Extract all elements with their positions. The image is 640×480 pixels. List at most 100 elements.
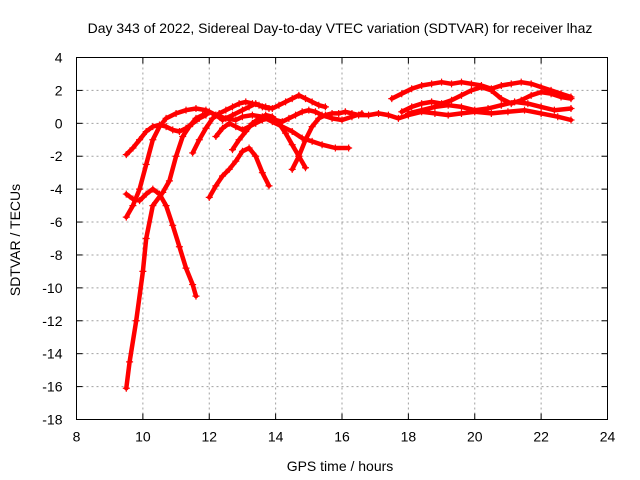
data-point <box>189 119 197 127</box>
data-point <box>255 101 263 109</box>
data-point <box>315 101 323 109</box>
data-point <box>202 124 210 132</box>
data-point <box>328 109 336 117</box>
data-point <box>142 190 150 198</box>
data-point <box>348 109 356 117</box>
data-point <box>155 190 163 198</box>
data-point <box>162 202 170 210</box>
data-point <box>550 106 558 114</box>
data-point <box>444 111 452 119</box>
data-point <box>448 96 456 104</box>
data-point <box>457 78 465 86</box>
y-tick-label: 4 <box>55 50 63 66</box>
x-tick-label: 10 <box>135 429 151 445</box>
data-point <box>189 149 197 157</box>
data-point <box>305 106 313 114</box>
data-point <box>517 78 525 86</box>
data-point <box>285 114 293 122</box>
data-point <box>205 193 213 201</box>
data-point <box>428 80 436 88</box>
data-point <box>179 132 187 140</box>
y-tick-label: -14 <box>42 346 62 362</box>
data-point <box>318 141 326 149</box>
data-point <box>431 109 439 117</box>
y-axis-label: SDTVAR / TECUs <box>7 184 23 296</box>
data-point <box>457 109 465 117</box>
data-point <box>169 221 177 229</box>
data-point <box>212 182 220 190</box>
data-point <box>375 109 383 117</box>
data-point <box>122 384 130 392</box>
data-point <box>504 108 512 116</box>
data-point <box>225 165 233 173</box>
data-point <box>418 100 426 108</box>
data-point <box>497 95 505 103</box>
data-series <box>122 78 575 392</box>
series-line <box>124 186 199 299</box>
data-point <box>258 169 266 177</box>
data-point <box>308 98 316 106</box>
x-tick-label: 8 <box>73 429 81 445</box>
data-point <box>331 144 339 152</box>
data-point <box>497 101 505 109</box>
data-point <box>298 108 306 116</box>
data-point <box>335 109 343 117</box>
data-point <box>228 103 236 111</box>
data-point <box>418 81 426 89</box>
y-tick-label: -4 <box>50 181 63 197</box>
series-track-5 <box>189 91 329 157</box>
data-point <box>471 106 479 114</box>
series-line <box>207 145 272 200</box>
data-point <box>136 136 144 144</box>
series-track-6 <box>205 144 273 201</box>
data-point <box>238 147 246 155</box>
data-point <box>126 358 134 366</box>
data-point <box>527 91 535 99</box>
data-point <box>384 111 392 119</box>
data-point <box>567 95 575 103</box>
data-point <box>487 86 495 94</box>
x-tick-label: 16 <box>334 429 350 445</box>
data-point <box>388 95 396 103</box>
data-point <box>398 108 406 116</box>
data-point <box>142 235 150 242</box>
data-point <box>238 106 246 114</box>
y-tick-label: -10 <box>42 280 62 296</box>
data-point <box>511 98 519 106</box>
x-tick-label: 24 <box>600 429 616 445</box>
data-point <box>537 88 545 96</box>
data-point <box>341 108 349 116</box>
data-point <box>537 109 545 117</box>
x-tick-label: 18 <box>401 429 417 445</box>
y-tick-label: -2 <box>50 148 63 164</box>
data-point <box>172 152 180 160</box>
data-point <box>262 103 270 111</box>
data-point <box>129 144 137 152</box>
data-point <box>252 152 260 160</box>
data-point <box>149 202 157 210</box>
data-point <box>567 116 575 124</box>
data-point <box>248 100 256 108</box>
data-point <box>295 152 303 160</box>
data-point <box>275 101 283 109</box>
data-point <box>255 114 263 122</box>
data-point <box>155 121 163 129</box>
series-track-12 <box>404 98 575 117</box>
y-tick-label: -12 <box>42 313 62 329</box>
data-point <box>129 202 137 210</box>
data-point <box>404 109 412 117</box>
x-axis-label: GPS time / hours <box>287 458 394 474</box>
data-point <box>235 100 243 108</box>
data-point <box>122 213 130 221</box>
data-point <box>308 123 316 131</box>
data-point <box>149 136 157 144</box>
data-point <box>245 144 253 152</box>
data-point <box>192 105 200 113</box>
y-tick-label: -8 <box>50 247 63 263</box>
data-point <box>557 93 565 101</box>
data-point <box>301 95 309 103</box>
data-point <box>215 109 223 117</box>
data-point <box>438 78 446 86</box>
data-point <box>408 103 416 111</box>
data-point <box>321 111 329 119</box>
